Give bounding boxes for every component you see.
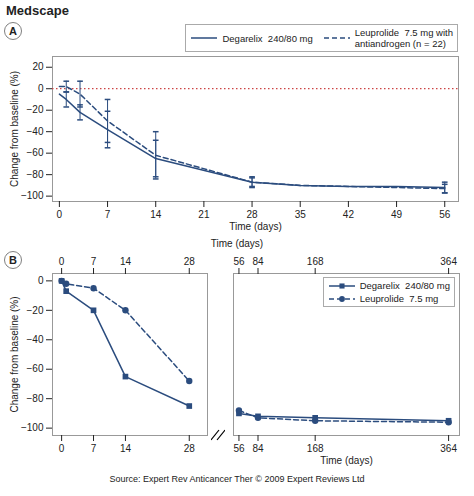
svg-text:364: 364 [440, 443, 457, 454]
svg-text:168: 168 [307, 256, 324, 267]
svg-text:−60: −60 [27, 147, 44, 158]
svg-text:56: 56 [233, 256, 245, 267]
svg-text:28: 28 [184, 256, 196, 267]
svg-text:−40: −40 [27, 334, 44, 345]
html-text:Medscape: Medscape [6, 3, 69, 18]
svg-text:7: 7 [91, 443, 97, 454]
svg-text:−80: −80 [27, 169, 44, 180]
svg-text:0: 0 [38, 275, 44, 286]
svg-text:14: 14 [120, 256, 132, 267]
svg-text:56: 56 [439, 209, 451, 220]
svg-text:21: 21 [198, 209, 210, 220]
svg-text:14: 14 [120, 443, 132, 454]
svg-text:Time (days): Time (days) [320, 455, 372, 466]
svg-text:14: 14 [150, 209, 162, 220]
html-text:Time (days): Time (days) [210, 238, 264, 249]
svg-text:28: 28 [184, 443, 196, 454]
svg-text:42: 42 [343, 209, 355, 220]
html-text:Leuprolide 7.5 mg with antiand: Leuprolide 7.5 mg with antiandrogen (n =… [354, 27, 453, 49]
svg-text:0: 0 [57, 209, 63, 220]
svg-text:Time (days): Time (days) [229, 221, 281, 232]
svg-text:−100: −100 [21, 190, 44, 201]
svg-text:−20: −20 [27, 104, 44, 115]
svg-text:Change from baseline (%): Change from baseline (%) [9, 296, 20, 412]
svg-text:84: 84 [252, 443, 264, 454]
svg-text:0: 0 [59, 256, 65, 267]
svg-text:7: 7 [91, 256, 97, 267]
svg-text:49: 49 [391, 209, 403, 220]
svg-text:84: 84 [252, 256, 264, 267]
html-text:Degarelix 240/80 mg: Degarelix 240/80 mg [359, 280, 450, 291]
svg-text:0: 0 [38, 83, 44, 94]
svg-text:Change from baseline (%): Change from baseline (%) [9, 71, 20, 187]
html-text:Degarelix 240/80 mg: Degarelix 240/80 mg [222, 32, 313, 44]
svg-text:−80: −80 [27, 393, 44, 404]
html-text:Source: Expert Rev Anticancer: Source: Expert Rev Anticancer Ther © 200… [109, 474, 365, 484]
svg-text:364: 364 [440, 256, 457, 267]
svg-text:−60: −60 [27, 363, 44, 374]
html-text:B: B [9, 254, 17, 266]
svg-text:0: 0 [59, 443, 65, 454]
svg-text:56: 56 [233, 443, 245, 454]
svg-text:20: 20 [32, 61, 44, 72]
svg-text:28: 28 [246, 209, 258, 220]
svg-text:35: 35 [295, 209, 307, 220]
svg-text:−20: −20 [27, 305, 44, 316]
svg-text:7: 7 [105, 209, 111, 220]
svg-text:−40: −40 [27, 126, 44, 137]
svg-text:−100: −100 [21, 422, 44, 433]
html-text:A: A [9, 25, 17, 37]
svg-text:168: 168 [307, 443, 324, 454]
html-text:Leuprolide 7.5 mg: Leuprolide 7.5 mg [359, 293, 439, 304]
